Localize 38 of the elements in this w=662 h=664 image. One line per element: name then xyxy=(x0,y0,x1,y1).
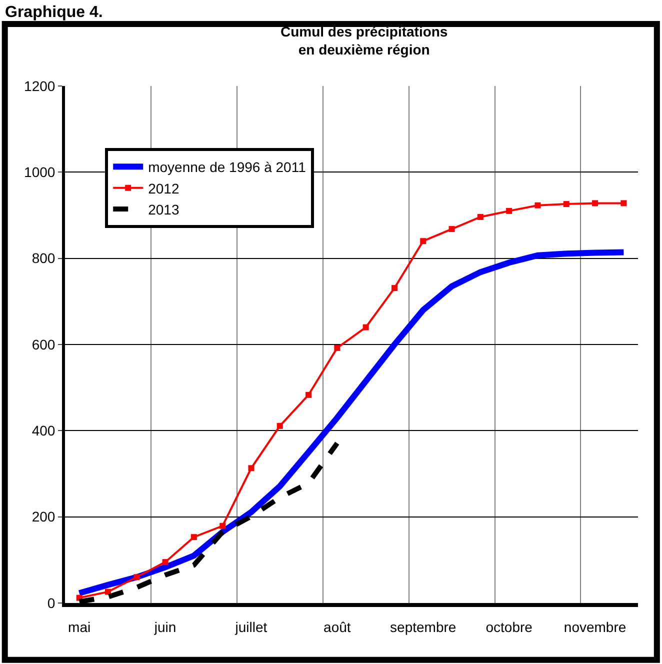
point xyxy=(506,208,512,214)
point xyxy=(592,200,598,206)
point xyxy=(620,200,627,206)
x-tick-label: octobre xyxy=(486,618,533,635)
point xyxy=(190,534,197,540)
legend-label: 2012 xyxy=(148,180,180,196)
text: Graphique 4. xyxy=(5,4,103,21)
x-tick-label: novembre xyxy=(564,618,626,635)
x-tick-label: août xyxy=(324,618,351,635)
point xyxy=(276,422,283,429)
x-tick-label: juin xyxy=(153,618,176,635)
point xyxy=(534,202,541,208)
point xyxy=(162,559,168,566)
y-tick-label: 1200 xyxy=(24,78,56,94)
point xyxy=(306,392,312,398)
point xyxy=(334,344,340,351)
x-tick-label: septembre xyxy=(390,618,456,635)
x-tick-label: mai xyxy=(68,618,91,635)
point xyxy=(220,522,226,529)
point xyxy=(420,238,426,244)
y-tick-label: 200 xyxy=(32,508,56,525)
point xyxy=(477,214,484,220)
point xyxy=(362,324,369,330)
y-tick-label: 0 xyxy=(47,594,56,611)
y-tick-label: 600 xyxy=(32,336,56,352)
legend-label: 2013 xyxy=(148,202,180,218)
point xyxy=(563,201,570,208)
y-tick-label: 400 xyxy=(32,422,56,439)
y-tick-label: 800 xyxy=(32,250,56,266)
x-tick-label: juillet xyxy=(234,618,268,635)
point xyxy=(104,588,111,595)
point xyxy=(391,285,398,292)
point xyxy=(448,226,455,232)
legend-label: moyenne de 1996 à 2011 xyxy=(148,159,306,176)
chart-title: Cumul des précipitations en deuxième région xyxy=(280,24,448,58)
point xyxy=(134,574,140,580)
y-tick-label: 1000 xyxy=(24,164,56,180)
point xyxy=(248,465,254,472)
